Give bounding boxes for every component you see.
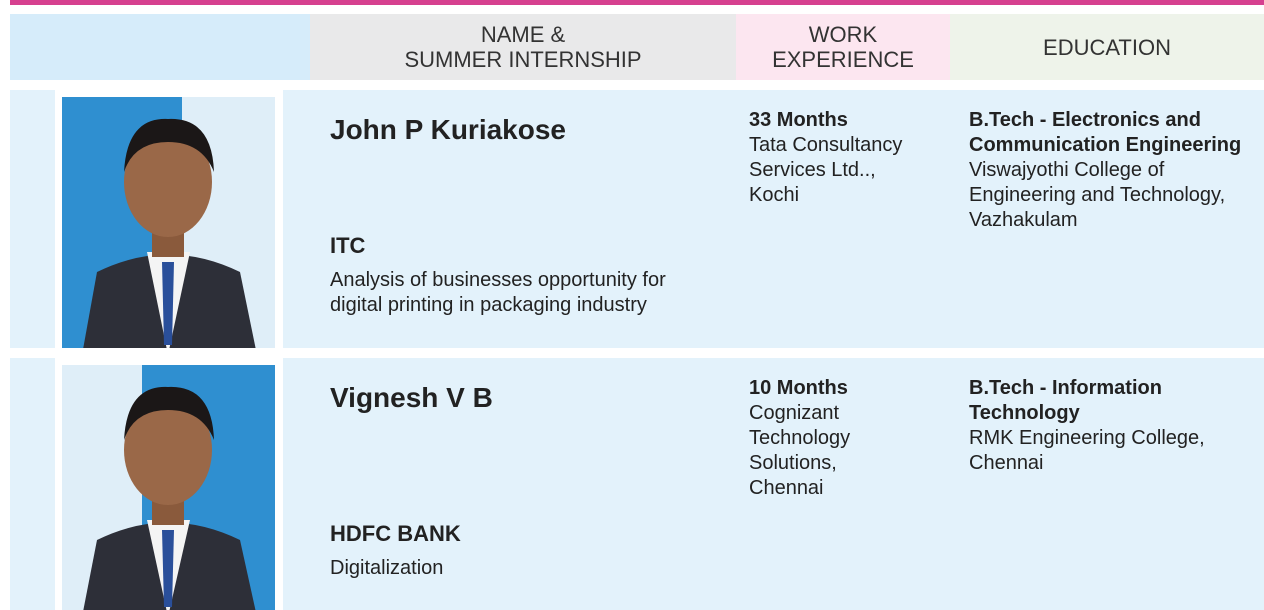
- degree: Communication Engineering: [969, 134, 1242, 156]
- experience-company: Services Ltd..,: [749, 159, 876, 181]
- photo-image: [62, 97, 275, 348]
- internship-project: digital printing in packaging industry: [330, 294, 647, 316]
- experience-company: Cognizant: [749, 402, 840, 424]
- header-text: WORK: [808, 22, 878, 47]
- experience-company: Technology: [749, 427, 851, 449]
- internship-company: ITC: [330, 233, 366, 258]
- degree: B.Tech - Electronics and: [969, 109, 1201, 131]
- internship-project: Digitalization: [330, 557, 444, 579]
- header-text: EDUCATION: [1043, 34, 1171, 60]
- header-text: SUMMER INTERNSHIP: [404, 47, 642, 72]
- header-cell: EDUCATION: [950, 14, 1264, 80]
- experience-company: Tata Consultancy: [749, 134, 903, 156]
- photo-image: [62, 365, 275, 610]
- college: RMK Engineering College,: [969, 427, 1205, 449]
- college: Engineering and Technology,: [969, 184, 1226, 206]
- college: Vazhakulam: [969, 209, 1078, 231]
- student-name: John P Kuriakose: [330, 114, 567, 145]
- photo: [62, 365, 275, 610]
- student-name: Vignesh V B: [330, 382, 493, 413]
- header-cell: [10, 14, 310, 80]
- header-cell: WORK EXPERIENCE: [736, 14, 950, 80]
- degree: Technology: [969, 402, 1080, 424]
- college: Viswajyothi College of: [969, 159, 1165, 181]
- experience-duration: 10 Months: [749, 377, 848, 399]
- experience-company: Solutions,: [749, 452, 837, 474]
- degree: B.Tech - Information: [969, 377, 1162, 399]
- experience-company: Chennai: [749, 477, 824, 499]
- college: Chennai: [969, 452, 1044, 474]
- internship-project: Analysis of businesses opportunity for: [330, 269, 666, 291]
- photo: [62, 97, 275, 348]
- top-bar: [10, 0, 1264, 5]
- experience-company: Kochi: [749, 184, 800, 206]
- header-text: NAME &: [480, 22, 566, 47]
- header-cell: NAME & SUMMER INTERNSHIP: [310, 14, 736, 80]
- header-text: EXPERIENCE: [772, 47, 914, 72]
- experience-duration: 33 Months: [749, 109, 848, 131]
- internship-company: HDFC BANK: [330, 521, 461, 546]
